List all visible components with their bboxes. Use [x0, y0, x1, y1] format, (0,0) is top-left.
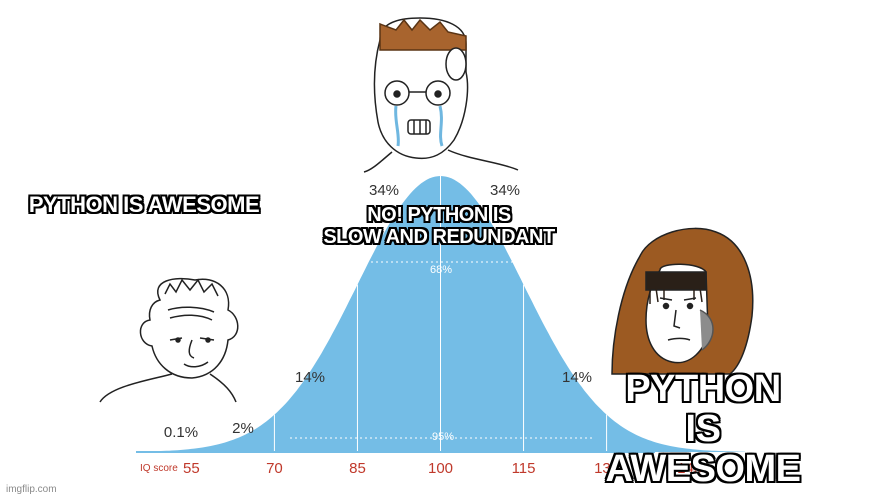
x-tick-label: 130	[594, 460, 619, 477]
pct-one-sd-band: 68%	[430, 264, 452, 276]
sd-lines	[273, 176, 608, 452]
pct-second-left: 14%	[295, 369, 325, 386]
pct-two-sd-band: 95%	[432, 431, 454, 443]
x-axis-label: IQ score	[140, 463, 178, 474]
x-axis-ticks: 55 70 85 100 115 130 145	[183, 460, 702, 477]
right-character-drawing	[611, 227, 754, 375]
x-tick-label: 100	[428, 460, 453, 477]
caption-right: PYTHON IS AWESOME	[605, 368, 801, 490]
x-tick-label: 115	[512, 460, 536, 477]
top-character-drawing	[363, 17, 519, 173]
x-tick-label: 85	[349, 460, 366, 477]
pct-tail-left: 0.1%	[164, 424, 198, 441]
x-tick-label: 55	[183, 460, 200, 477]
x-tick-label: 145	[677, 460, 702, 477]
watermark: imgflip.com	[6, 484, 57, 495]
pct-second-right: 14%	[562, 369, 592, 386]
pct-third-left: 2%	[232, 420, 254, 437]
pct-center-right: 34%	[490, 182, 520, 199]
left-character-drawing	[99, 277, 239, 403]
pct-center-left: 34%	[369, 182, 399, 199]
caption-left: PYTHON IS AWESOME	[28, 192, 260, 217]
x-tick-label: 70	[266, 460, 283, 477]
caption-center: NO! PYTHON IS SLOW AND REDUNDANT	[323, 204, 555, 248]
